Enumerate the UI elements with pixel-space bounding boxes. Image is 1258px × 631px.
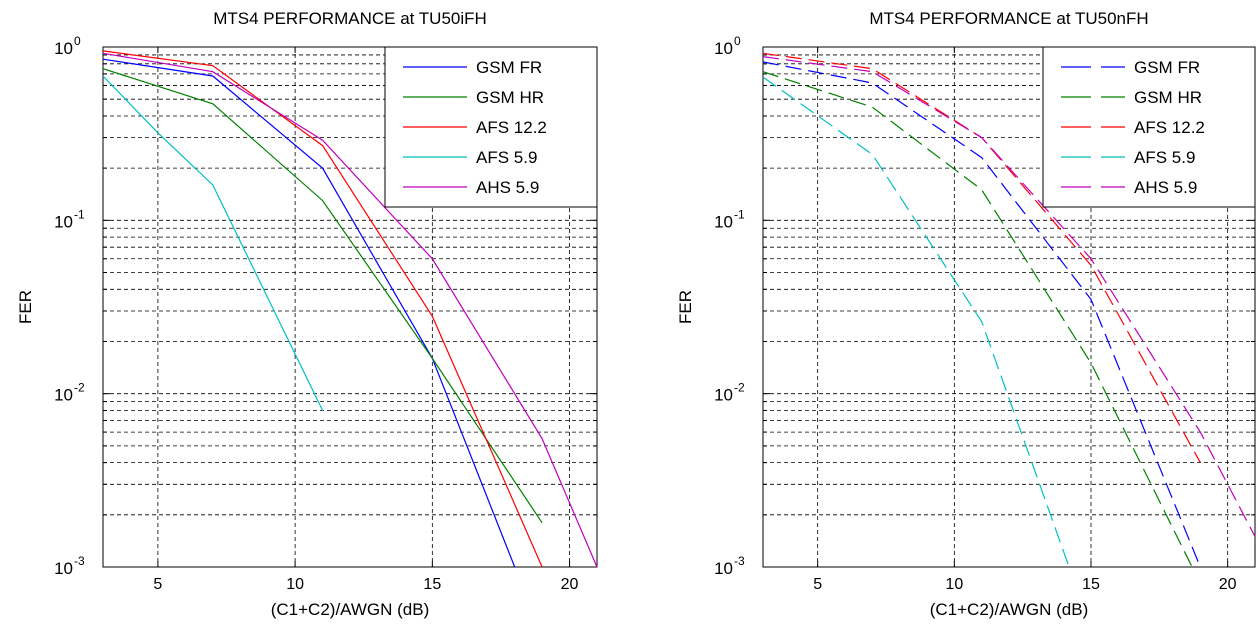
series-line-afs-12-2 (102, 50, 543, 568)
y-tick-label: 10 (714, 386, 733, 405)
legend-label: AFS 12.2 (1134, 118, 1205, 137)
series-line-afs-5-9 (762, 76, 1070, 568)
y-tick-exponent: -1 (734, 207, 745, 221)
y-tick-base: 10 (714, 39, 733, 58)
legend-label: AHS 5.9 (476, 178, 539, 197)
y-tick-label: 10 (714, 212, 733, 231)
y-tick-label: 10 (54, 386, 73, 405)
y-tick-base: 10 (54, 39, 73, 58)
series-line-gsm-fr (102, 58, 516, 568)
y-tick-exponent: -2 (734, 381, 745, 395)
y-tick-label: 10 (714, 559, 733, 578)
x-tick-label: 20 (561, 576, 579, 593)
legend-label: AHS 5.9 (1134, 178, 1197, 197)
y-tick-base: 10 (54, 212, 73, 231)
x-tick-label: 15 (423, 576, 441, 593)
y-tick-exponent: -3 (734, 554, 745, 568)
x-tick-label: 10 (945, 576, 963, 593)
legend: GSM FR GSM HR AFS 12.2 AFS 5.9 AHS 5.9 (384, 46, 598, 208)
x-tick-label: 20 (1219, 576, 1237, 593)
y-tick-exponent: -1 (74, 207, 85, 221)
axes-box (762, 46, 1256, 568)
legend-label: AFS 5.9 (1134, 148, 1195, 167)
legend-label: GSM HR (476, 88, 544, 107)
legend-label: GSM FR (476, 58, 542, 77)
y-axis-label: FER (676, 290, 695, 324)
legend-label: AFS 5.9 (476, 148, 537, 167)
legend-label: AFS 12.2 (476, 118, 547, 137)
y-tick-exponent: -2 (74, 381, 85, 395)
series-line-ahs-5-9 (762, 56, 1256, 537)
x-axis-label: (C1+C2)/AWGN (dB) (271, 600, 430, 619)
y-tick-label: 10 (54, 39, 73, 58)
y-tick-base: 10 (54, 559, 73, 578)
y-tick-label: 10 (54, 212, 73, 231)
x-tick-label: 5 (153, 576, 162, 593)
legend: GSM FR GSM HR AFS 12.2 AFS 5.9 AHS 5.9 (1042, 46, 1256, 208)
y-tick-base: 10 (54, 386, 73, 405)
y-tick-exponent: 0 (74, 34, 81, 48)
y-tick-exponent: 0 (734, 34, 741, 48)
y-tick-base: 10 (714, 212, 733, 231)
y-tick-exponent: -3 (74, 554, 85, 568)
y-tick-base: 10 (714, 559, 733, 578)
chart-title: MTS4 PERFORMANCE at TU50iFH (213, 9, 487, 28)
series-line-gsm-hr (102, 68, 543, 524)
x-axis-label: (C1+C2)/AWGN (dB) (930, 600, 1089, 619)
x-tick-label: 10 (286, 576, 304, 593)
chart-title: MTS4 PERFORMANCE at TU50nFH (869, 9, 1148, 28)
series-line-ahs-5-9 (102, 52, 598, 568)
legend-label: GSM HR (1134, 88, 1202, 107)
y-tick-label: 10 (54, 559, 73, 578)
series-line-afs-5-9 (102, 75, 324, 411)
y-tick-label: 10 (714, 39, 733, 58)
y-axis-label: FER (16, 290, 35, 324)
series-line-gsm-hr (762, 71, 1193, 568)
axes-box (102, 46, 598, 568)
x-tick-label: 5 (813, 576, 822, 593)
legend-label: GSM FR (1134, 58, 1200, 77)
y-tick-base: 10 (714, 386, 733, 405)
x-tick-label: 15 (1082, 576, 1100, 593)
series-line-gsm-fr (762, 61, 1201, 568)
